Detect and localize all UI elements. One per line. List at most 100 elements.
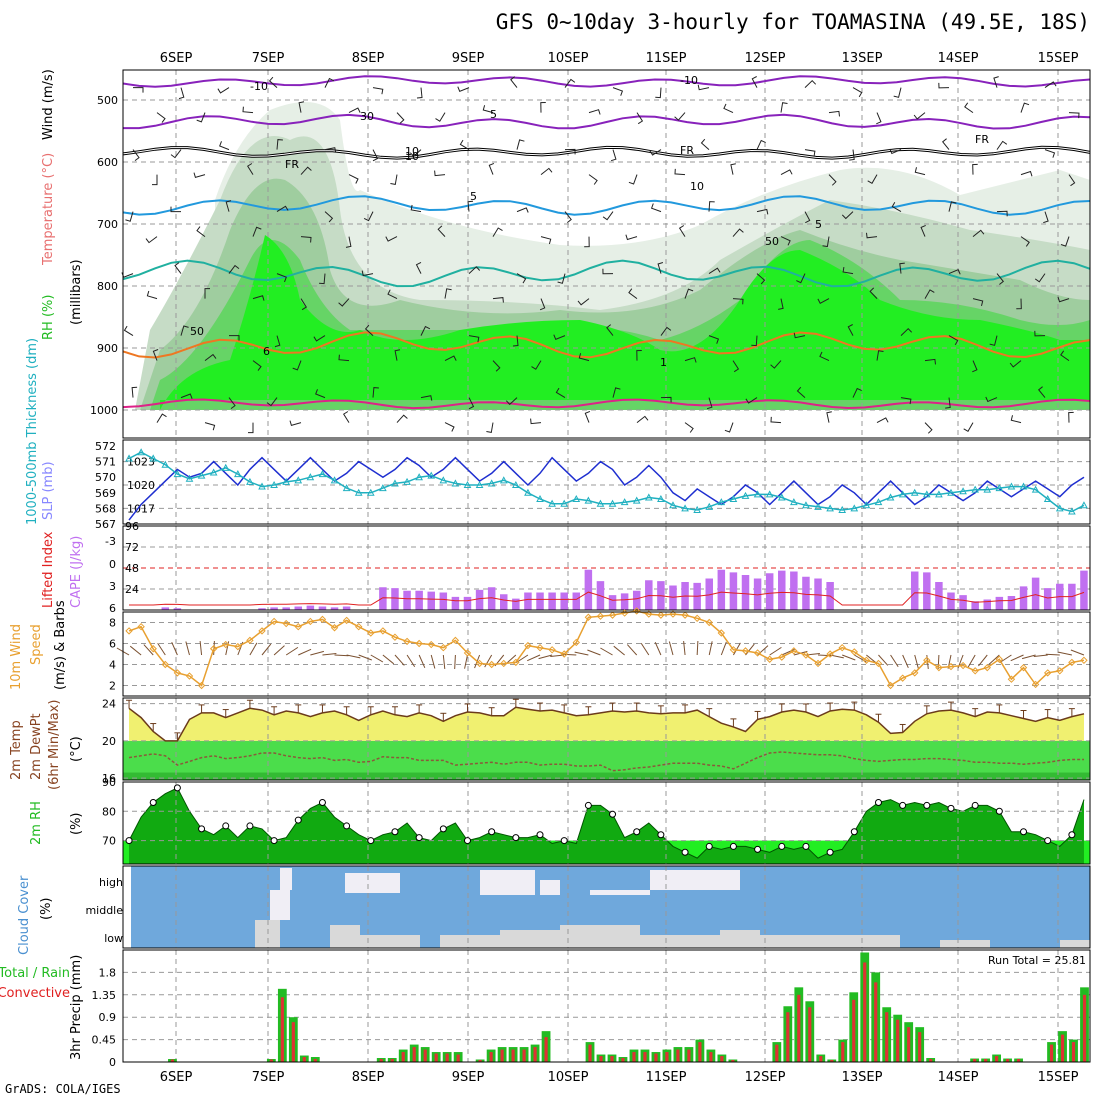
wind-barb — [822, 236, 830, 248]
wind-barb — [972, 163, 978, 175]
cape-bar — [802, 576, 810, 610]
precip-convective-bar — [456, 1054, 460, 1062]
cape-bar — [403, 590, 411, 610]
wind-speed-point — [475, 659, 484, 668]
wind-barb — [217, 87, 230, 94]
wind-barb — [756, 139, 766, 150]
wind-barb — [553, 334, 566, 340]
wind-barb — [396, 414, 408, 423]
thickness-point — [294, 476, 303, 484]
wind-barb-10m — [538, 654, 553, 660]
wind-speed-point — [645, 610, 653, 618]
panel2-labels: 1000-500mb Thickness (dm) SLP (mb) — [25, 338, 56, 525]
label-total-rain: Total / Rain — [0, 966, 70, 981]
precip-convective-bar — [445, 1053, 449, 1062]
wind-speed-point — [1007, 675, 1016, 683]
thickness-point — [560, 499, 569, 507]
precip-tick-label: 0.45 — [92, 1034, 117, 1047]
wind-barb-10m — [683, 641, 686, 656]
wind-barb — [180, 325, 189, 336]
contour-label: 10 — [405, 150, 419, 163]
rh-point — [657, 831, 665, 839]
wind-barb — [996, 140, 1008, 150]
cloud-block — [480, 870, 535, 895]
precip-convective-bar — [1060, 1034, 1065, 1062]
wind-speed-point — [633, 607, 641, 615]
wind-speed-point — [391, 633, 399, 641]
rh-tick-label: 90 — [102, 776, 116, 789]
wind-barb — [225, 200, 232, 212]
wind-barb — [372, 387, 379, 398]
wind-barb — [204, 353, 217, 361]
wind-barb — [252, 360, 262, 371]
wind-barb — [578, 353, 590, 362]
wind-speed-point — [1043, 669, 1052, 677]
footer-credit: GrADS: COLA/IGES — [5, 1082, 121, 1096]
wind-barb — [841, 211, 854, 220]
wind-speed-point — [826, 650, 834, 658]
wind-barb — [132, 149, 140, 161]
thickness-tick-label: 569 — [95, 487, 116, 500]
wind-speed-point — [838, 643, 846, 652]
wind-barb — [435, 112, 446, 122]
thickness-point — [1043, 494, 1052, 503]
thickness-point — [669, 501, 677, 509]
label-minmax: (6hr Min/Max) — [47, 700, 62, 790]
precip-convective-bar — [291, 1022, 295, 1062]
wind-tick-label: 6 — [109, 638, 116, 651]
cape-tick-label: 72 — [125, 541, 139, 554]
label-convective: Convective — [0, 986, 70, 1001]
wind-barb — [708, 201, 715, 212]
thickness-point — [403, 477, 411, 485]
contour-label: 50 — [190, 325, 204, 338]
run-total: Run Total = 25.81 — [988, 954, 1086, 967]
wind-barb — [751, 335, 758, 347]
wind-barb — [539, 298, 546, 311]
cloud-block — [640, 935, 720, 948]
wind-barb — [516, 207, 529, 213]
thickness-point — [838, 505, 847, 513]
thickness-point — [632, 496, 641, 504]
contour-label: 10 — [690, 180, 704, 193]
temp-frame — [122, 697, 1091, 781]
wind-barb — [510, 76, 518, 88]
wind-barb — [468, 335, 480, 343]
wind-barb — [1043, 211, 1049, 224]
cape-bar — [512, 598, 520, 610]
wind-barb-10m — [157, 642, 166, 656]
wind-speed-point — [209, 645, 218, 653]
wind-speed-point — [995, 655, 1004, 663]
cape-bar — [778, 570, 786, 610]
cape-bar — [258, 608, 266, 610]
wind-barb — [486, 422, 494, 433]
wind-speed-point — [282, 619, 290, 628]
contour-label: -10 — [250, 80, 268, 93]
wind-barb-10m — [732, 642, 741, 656]
label-cloud-unit: (%) — [39, 898, 54, 921]
precip-convective-bar — [995, 1056, 999, 1062]
isotherm-20 — [122, 398, 1091, 410]
li-tick-label: -3 — [105, 535, 116, 548]
cape-bar — [669, 585, 677, 610]
cape-bar — [620, 593, 629, 610]
wind-barb-10m — [358, 654, 372, 661]
wind-barb — [394, 349, 401, 361]
wind-speed-point — [753, 649, 762, 657]
wind-barb — [512, 335, 519, 347]
wind-barb-10m — [464, 654, 468, 669]
wind-speed-point — [197, 681, 206, 690]
cape-bar — [439, 592, 448, 610]
wind-barb — [1044, 149, 1056, 158]
wind-barb — [313, 335, 326, 342]
rh-point — [488, 828, 496, 836]
wind-barb — [804, 211, 811, 224]
wind-barb — [372, 87, 384, 95]
wind-barb-10m — [310, 650, 325, 656]
rh-point — [439, 825, 447, 833]
rh-point — [391, 828, 399, 836]
wind-barb — [1010, 415, 1022, 424]
cape-bar — [1007, 596, 1016, 610]
isotherm-10 — [122, 259, 1091, 288]
wind-barb — [610, 149, 617, 162]
wind-barb-10m — [696, 640, 699, 656]
